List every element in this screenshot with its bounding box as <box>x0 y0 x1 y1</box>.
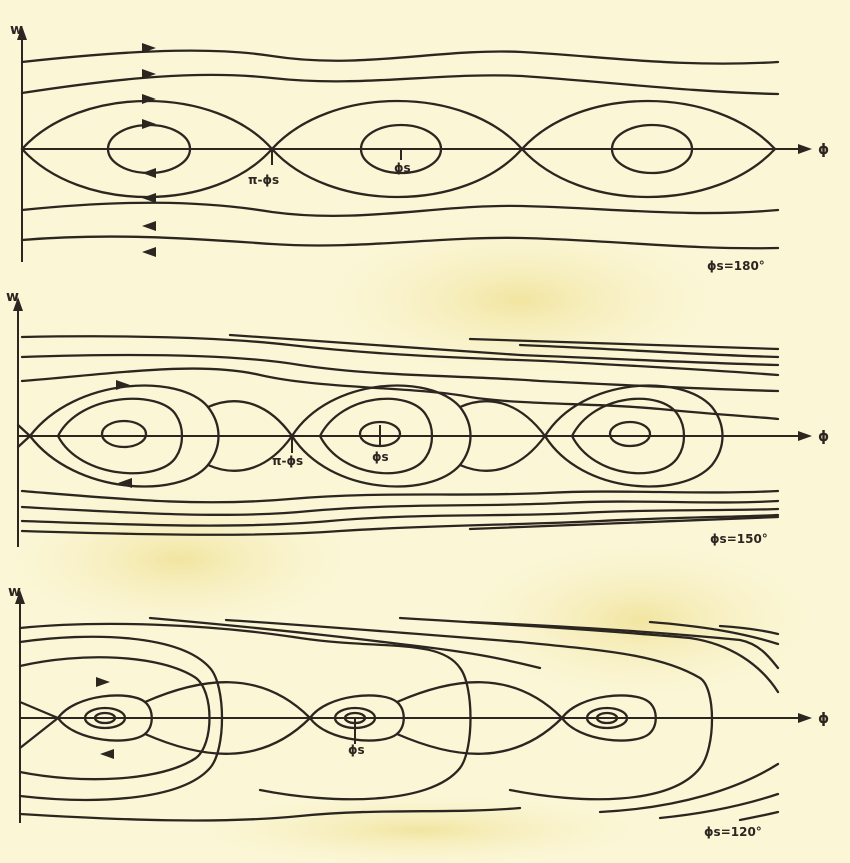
stable-point-label: ϕs <box>372 450 389 464</box>
w-axis-arrowhead <box>13 297 23 311</box>
running-trajectories <box>20 333 780 536</box>
phi-axis-arrowhead <box>798 431 812 441</box>
w-axis-arrowhead <box>15 590 25 604</box>
phase-diagram-150: w ϕ π-ϕs ϕs ϕs=150° <box>6 289 829 547</box>
w-axis-arrowhead <box>17 26 27 40</box>
phi-axis-arrowhead <box>798 713 812 723</box>
phi-s-value-label: ϕs=180° <box>707 259 765 273</box>
closed-orbits <box>83 706 629 730</box>
separatrix-point-label: π-ϕs <box>272 454 303 468</box>
phase-diagram-120: w ϕ ϕs ϕs=120° <box>8 584 829 839</box>
w-axis-label: w <box>8 584 21 600</box>
w-axis-label: w <box>6 289 19 305</box>
running-trajectories <box>20 49 780 250</box>
phi-s-value-label: ϕs=150° <box>710 532 768 546</box>
flow-arrows <box>96 677 114 759</box>
flow-arrows <box>142 43 156 257</box>
w-axis-label: w <box>10 22 23 38</box>
phi-s-value-label: ϕs=120° <box>704 825 762 839</box>
running-trajectories <box>18 616 780 822</box>
phi-axis-label: ϕ <box>818 429 829 445</box>
phase-diagram-180: w ϕ π-ϕs ϕs ϕs=180° <box>10 22 829 273</box>
phi-axis-label: ϕ <box>818 711 829 727</box>
separatrix-point-label: π-ϕs <box>248 173 279 187</box>
flow-arrows <box>116 380 132 488</box>
stable-point-label: ϕs <box>394 161 411 175</box>
phi-axis-arrowhead <box>798 144 812 154</box>
phi-axis-label: ϕ <box>818 142 829 158</box>
closed-orbits <box>56 397 686 475</box>
stable-point-label: ϕs <box>348 743 365 757</box>
separatrix-buckets <box>18 681 657 755</box>
